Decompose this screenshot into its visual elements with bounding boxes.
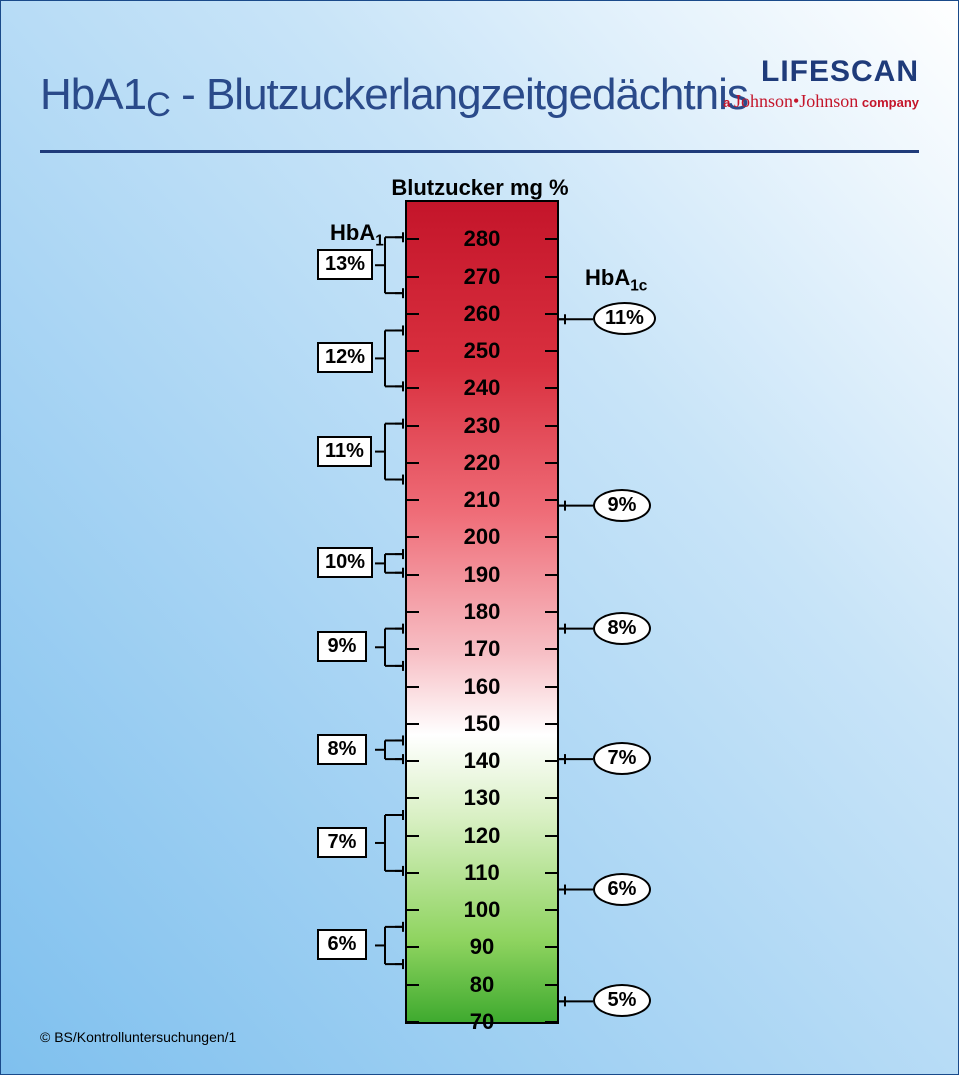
tick-260: 260: [407, 303, 557, 325]
hba1c-marker: 6%: [593, 873, 651, 906]
hba1c-marker: 8%: [593, 612, 651, 645]
hba1-value: 13%: [317, 249, 373, 280]
tick-100: 100: [407, 899, 557, 921]
hba1-value: 7%: [317, 827, 367, 858]
tick-140: 140: [407, 750, 557, 772]
tick-70: 70: [407, 1011, 557, 1033]
tick-250: 250: [407, 340, 557, 362]
hba1c-marker: 11%: [593, 302, 656, 335]
hba1c-value: 6%: [593, 873, 651, 906]
hba1-value: 12%: [317, 342, 373, 373]
header-rule: [40, 150, 919, 153]
tick-160: 160: [407, 676, 557, 698]
right-axis-title: HbA1c: [585, 265, 647, 295]
tick-230: 230: [407, 415, 557, 437]
hba1-value: 6%: [317, 929, 367, 960]
hba1-marker: 8%: [317, 734, 367, 765]
tick-80: 80: [407, 974, 557, 996]
hba1-value: 9%: [317, 631, 367, 662]
tick-130: 130: [407, 787, 557, 809]
tick-270: 270: [407, 266, 557, 288]
hba1-marker: 6%: [317, 929, 367, 960]
logo-text: LIFESCAN: [723, 55, 919, 89]
tick-190: 190: [407, 564, 557, 586]
hba1c-value: 11%: [593, 302, 656, 335]
hba1c-chart: Blutzucker mg % HbA1 HbA1c 70 80 90 100 110 1…: [0, 175, 959, 1045]
hba1-marker: 13%: [317, 249, 373, 280]
hba1-marker: 7%: [317, 827, 367, 858]
hba1-value: 11%: [317, 436, 372, 467]
tick-90: 90: [407, 936, 557, 958]
tick-150: 150: [407, 713, 557, 735]
tick-180: 180: [407, 601, 557, 623]
hba1-marker: 11%: [317, 436, 372, 467]
scale-title: Blutzucker mg %: [380, 175, 580, 201]
hba1-value: 10%: [317, 547, 373, 578]
tick-200: 200: [407, 526, 557, 548]
tick-280: 280: [407, 228, 557, 250]
hba1c-value: 8%: [593, 612, 651, 645]
hba1c-value: 5%: [593, 984, 651, 1017]
color-bar: 7080901001101201301401501601701801902002…: [405, 200, 559, 1024]
hba1-marker: 9%: [317, 631, 367, 662]
tick-110: 110: [407, 862, 557, 884]
hba1c-marker: 7%: [593, 742, 651, 775]
hba1c-value: 9%: [593, 489, 651, 522]
tick-210: 210: [407, 489, 557, 511]
logo-block: LIFESCAN a Johnson•Johnson company: [723, 55, 919, 112]
footer-text: © BS/Kontrolluntersuchungen/1: [40, 1029, 236, 1045]
tick-220: 220: [407, 452, 557, 474]
left-axis-title: HbA1: [330, 220, 384, 250]
hba1-value: 8%: [317, 734, 367, 765]
hba1c-marker: 9%: [593, 489, 651, 522]
hba1c-value: 7%: [593, 742, 651, 775]
logo-subtext: a Johnson•Johnson company: [723, 91, 919, 112]
page-title: HbA1C - Blutzuckerlangzeitgedächtnis: [40, 70, 748, 125]
tick-240: 240: [407, 377, 557, 399]
hba1-marker: 12%: [317, 342, 373, 373]
tick-120: 120: [407, 825, 557, 847]
tick-170: 170: [407, 638, 557, 660]
hba1-marker: 10%: [317, 547, 373, 578]
hba1c-marker: 5%: [593, 984, 651, 1017]
